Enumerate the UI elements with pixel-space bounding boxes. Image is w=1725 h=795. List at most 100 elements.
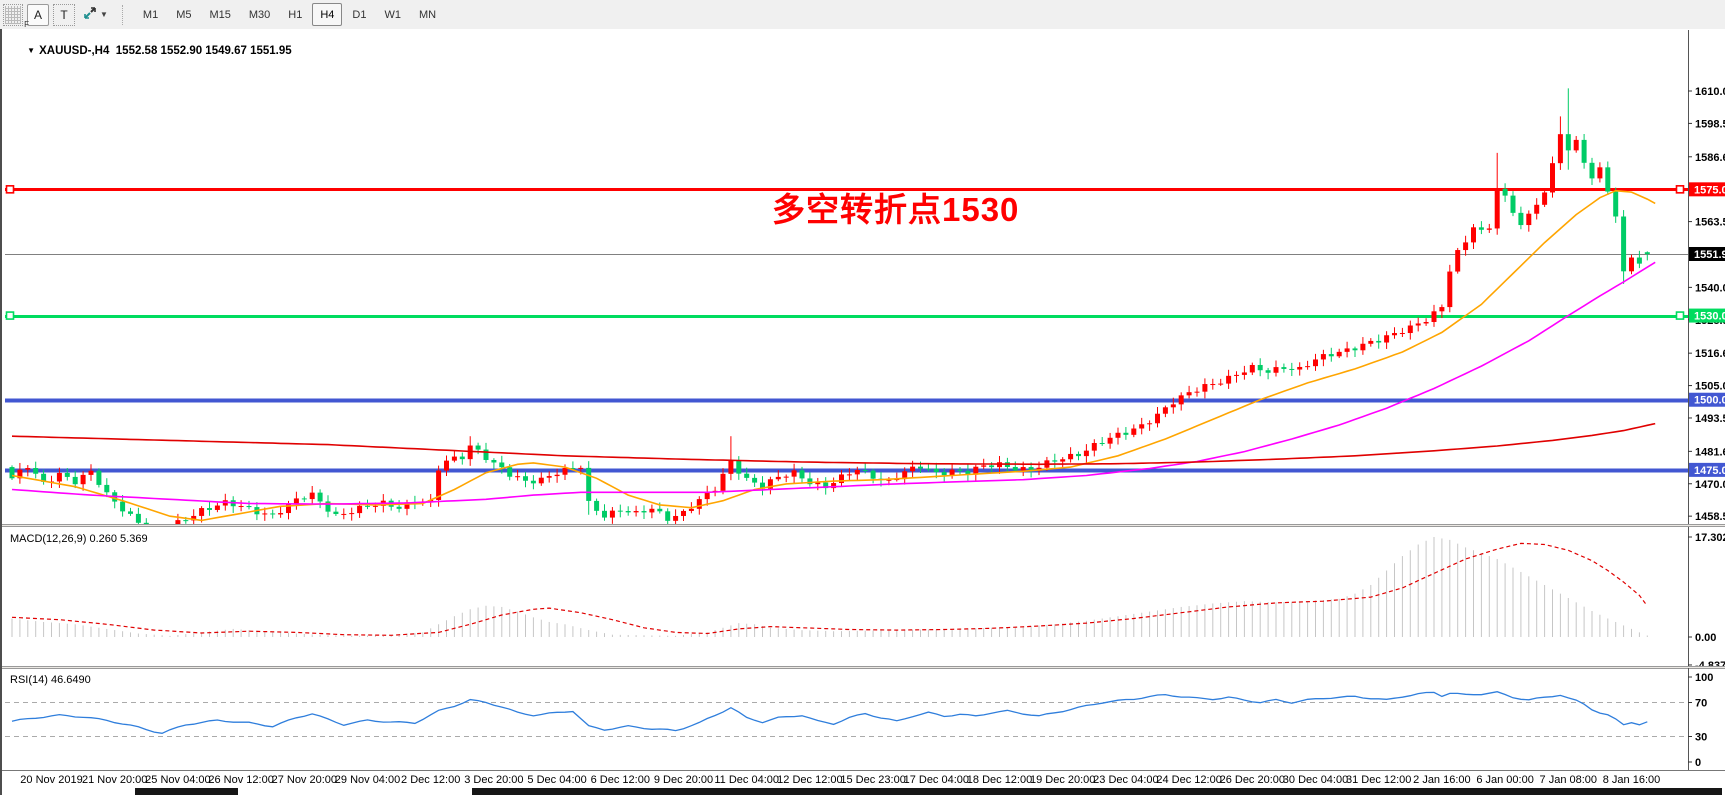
macd-histogram xyxy=(11,537,1648,637)
candle-body xyxy=(1162,407,1168,414)
annotate-text-button[interactable]: A xyxy=(27,3,49,26)
candle-body xyxy=(301,498,307,500)
hline-handle[interactable] xyxy=(5,185,15,194)
time-axis[interactable]: 20 Nov 2019 21 Nov 20:00 25 Nov 04:00 26 No… xyxy=(2,770,1725,789)
hline-handle[interactable] xyxy=(1675,185,1685,194)
hline-handle[interactable] xyxy=(1675,311,1685,320)
timeframe-button-m5[interactable]: M5 xyxy=(176,8,192,21)
time-axis-label: 21 Nov 20:00 xyxy=(81,774,148,786)
candle-body xyxy=(120,501,126,512)
timeframe-button-h1[interactable]: H1 xyxy=(288,8,303,21)
timeframe-button-h4[interactable]: H4 xyxy=(312,3,343,26)
candle-body xyxy=(56,472,62,482)
candle-body xyxy=(104,484,110,493)
candle-body xyxy=(760,482,765,489)
dropdown-caret-icon: ▼ xyxy=(100,10,108,19)
panel-splitter-macd[interactable] xyxy=(2,524,1725,527)
candle-body xyxy=(1526,213,1532,226)
candle-body xyxy=(594,500,600,511)
macd-panel-canvas[interactable]: 17.302 0.00 -4.837 xyxy=(2,527,1725,666)
candle-body xyxy=(1020,467,1026,471)
candle-body xyxy=(278,513,284,515)
candle-body xyxy=(325,501,331,512)
price-tick-label: 1505.05 xyxy=(1695,381,1725,393)
time-axis-label: 15 Dec 23:00 xyxy=(840,774,906,786)
candle-body xyxy=(744,473,750,478)
candle-body xyxy=(1265,370,1271,373)
candle-body xyxy=(238,506,244,508)
candle-body xyxy=(1068,453,1074,460)
rsi-indicator-label: RSI(14) 46.6490 xyxy=(10,674,91,686)
candle-body xyxy=(491,459,497,463)
timeframe-button-m30[interactable]: M30 xyxy=(248,8,271,21)
candle-body xyxy=(562,467,568,475)
hline-handle[interactable] xyxy=(5,311,15,320)
candle-body xyxy=(965,470,971,475)
candle-body xyxy=(9,467,15,479)
time-axis-label: 19 Dec 20:00 xyxy=(1029,774,1096,786)
candle-body xyxy=(459,456,465,460)
candle-body xyxy=(1463,242,1469,251)
candle-body xyxy=(1155,413,1160,424)
timeframe-button-mn[interactable]: MN xyxy=(418,8,437,21)
candle-body xyxy=(989,465,995,468)
bottom-strip-segment xyxy=(472,788,1722,795)
timeframe-button-m1[interactable]: M1 xyxy=(142,8,159,21)
candle-body xyxy=(199,508,205,516)
candle-body xyxy=(1257,364,1263,371)
candle-body xyxy=(1313,359,1318,367)
candle-body xyxy=(854,470,860,475)
candle-body xyxy=(538,477,544,484)
time-axis-label: 12 Dec 12:00 xyxy=(777,774,843,786)
candle-body xyxy=(333,511,339,515)
candle-body xyxy=(444,460,449,471)
price-axis[interactable]: 1610.051598.501586.601563.501540.051528.… xyxy=(1688,30,1725,524)
symbol-dropdown-caret-icon[interactable]: ▼ xyxy=(27,46,36,55)
price-tick-label: 1516.60 xyxy=(1695,348,1725,360)
toolbar-grip-icon[interactable]: F xyxy=(3,3,29,29)
candle-body xyxy=(1328,354,1334,357)
time-axis-label: 7 Jan 08:00 xyxy=(1539,774,1598,786)
text-label-button[interactable]: T xyxy=(53,3,75,26)
candle-body xyxy=(1305,366,1311,368)
rsi-panel-canvas[interactable]: 100 70 30 0 xyxy=(2,668,1725,770)
candle-body xyxy=(1573,139,1579,151)
candle-body xyxy=(1076,453,1081,457)
candle-body xyxy=(1099,443,1105,445)
candle-body xyxy=(625,511,631,513)
panel-splitter-rsi[interactable] xyxy=(2,666,1725,669)
time-axis-label: 11 Dec 04:00 xyxy=(714,774,779,786)
ma-fast-orange xyxy=(11,189,1656,522)
candle-body xyxy=(1281,367,1287,369)
candle-body xyxy=(1178,395,1184,405)
candle-body xyxy=(1194,391,1200,393)
main-chart-canvas[interactable]: 1610.051598.501586.601563.501540.051528.… xyxy=(2,30,1725,524)
candle-body xyxy=(1581,139,1587,163)
candle-body xyxy=(775,476,781,480)
candle-body xyxy=(507,467,513,477)
candle-body xyxy=(25,468,31,470)
candle-body xyxy=(1060,459,1066,462)
candle-body xyxy=(1565,134,1571,151)
time-axis-label: 2 Jan 16:00 xyxy=(1413,774,1471,786)
chart-annotation-text[interactable]: 多空转折点1530 xyxy=(772,191,1020,228)
candle-body xyxy=(1502,188,1508,196)
candle-body xyxy=(815,482,821,485)
arrange-windows-button[interactable]: ▼ xyxy=(79,4,112,26)
price-badge xyxy=(1689,246,1725,261)
price-badge-label: 1475.00 xyxy=(1694,465,1725,477)
price-badge xyxy=(1689,182,1725,197)
timeframe-button-w1[interactable]: W1 xyxy=(384,8,401,21)
rsi-tick-label: 100 xyxy=(1695,672,1713,684)
candle-body xyxy=(1597,167,1603,179)
candle-body xyxy=(1534,204,1540,214)
candle-body xyxy=(752,477,758,483)
candle-body xyxy=(317,492,323,502)
candle-body xyxy=(1360,343,1366,351)
candle-body xyxy=(1289,368,1295,370)
timeframe-button-m15[interactable]: M15 xyxy=(209,8,231,21)
timeframe-button-d1[interactable]: D1 xyxy=(352,8,367,21)
candle-body xyxy=(1320,354,1326,360)
candle-body xyxy=(175,520,181,524)
candle-body xyxy=(1234,374,1239,376)
